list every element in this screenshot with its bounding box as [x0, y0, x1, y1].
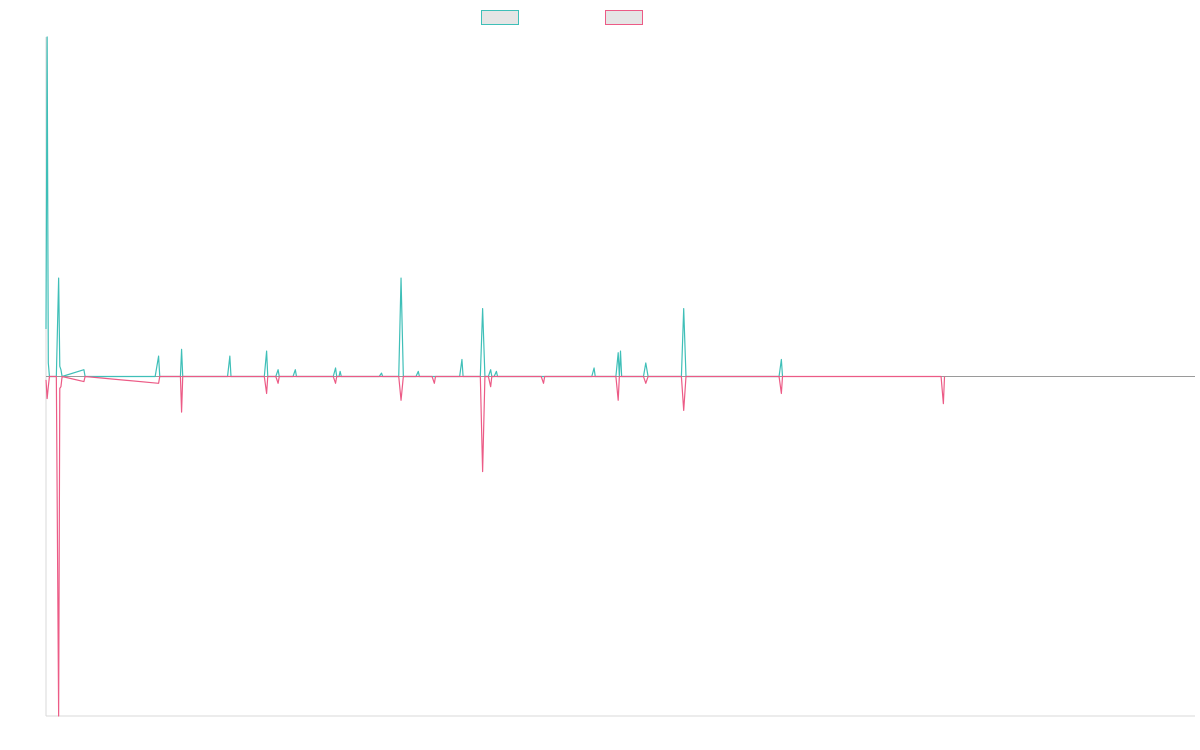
legend-swatch-series-1[interactable] — [481, 10, 519, 25]
legend-swatch-series-2[interactable] — [605, 10, 643, 25]
series-line-1 — [45, 36, 784, 378]
series-layer — [45, 36, 946, 717]
series-line-2 — [45, 375, 946, 717]
